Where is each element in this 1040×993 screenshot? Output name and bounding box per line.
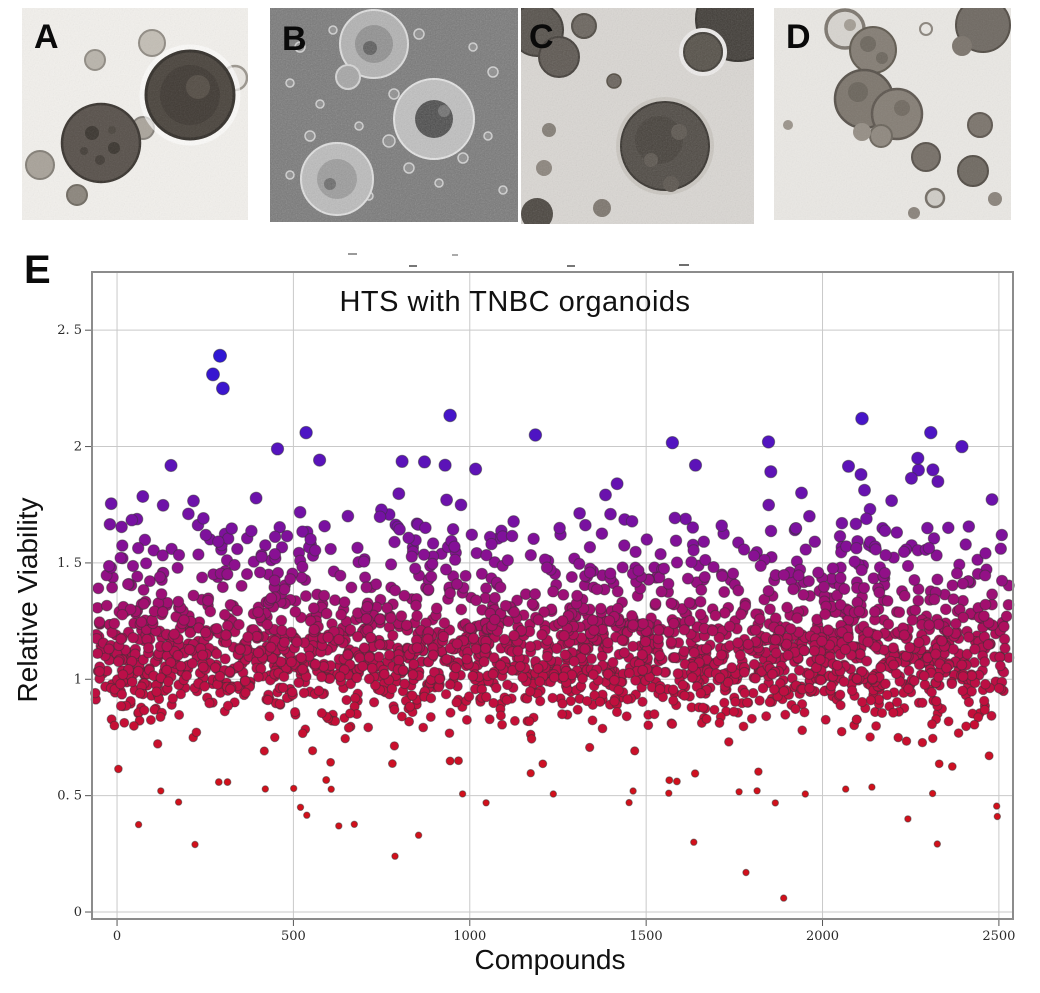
plot-border — [91, 271, 1014, 920]
hts-scatter-chart: 0 500 1000 1500 2000 2500 0 0. 5 1 1. 5 2 2. 5 — [0, 240, 1040, 988]
axis-ticks — [85, 329, 1000, 926]
scatter-points — [90, 348, 1015, 902]
chart-canvas: 0 500 1000 1500 2000 2500 0 0. 5 1 1. 5 2 2. 5 — [57, 271, 1015, 944]
svg-text:1: 1 — [74, 672, 82, 687]
crop-artifact-dash — [452, 254, 458, 256]
svg-text:2000: 2000 — [806, 929, 839, 944]
crop-artifact-dash — [348, 253, 357, 255]
svg-text:2. 5: 2. 5 — [57, 323, 82, 338]
svg-text:0: 0 — [74, 905, 82, 920]
chart-title: HTS with TNBC organoids — [339, 286, 691, 318]
crop-artifact-dash — [567, 265, 575, 267]
micrograph-panel-a: A — [22, 8, 248, 220]
panel-label-e: E — [24, 248, 51, 292]
svg-text:2500: 2500 — [982, 929, 1015, 944]
micrograph-image-c: C — [521, 8, 754, 224]
svg-text:2: 2 — [74, 440, 82, 455]
svg-text:1500: 1500 — [630, 929, 663, 944]
svg-text:1. 5: 1. 5 — [57, 556, 82, 571]
panel-label-b: B — [282, 20, 307, 58]
svg-text:500: 500 — [281, 929, 306, 944]
micrograph-image-a: A — [22, 8, 248, 220]
panel-label-a: A — [34, 18, 59, 56]
micrograph-panel-b: B — [270, 8, 518, 222]
y-axis-label: Relative Viability — [12, 497, 43, 703]
crop-artifact-dash — [409, 265, 417, 267]
x-axis-label: Compounds — [474, 944, 626, 975]
svg-text:1000: 1000 — [453, 929, 486, 944]
axis-tick-labels: 0 500 1000 1500 2000 2500 0 0. 5 1 1. 5 2 2. 5 — [57, 323, 1015, 944]
micrograph-panel-c: C — [521, 8, 754, 224]
micrograph-image-d: D — [774, 8, 1011, 220]
svg-text:0: 0 — [113, 929, 121, 944]
crop-artifact-dash — [679, 264, 689, 266]
panel-label-d: D — [786, 18, 811, 56]
svg-text:0. 5: 0. 5 — [57, 789, 82, 804]
panel-label-c: C — [529, 18, 554, 56]
micrograph-image-b: B — [270, 8, 518, 222]
micrograph-panel-d: D — [774, 8, 1011, 220]
